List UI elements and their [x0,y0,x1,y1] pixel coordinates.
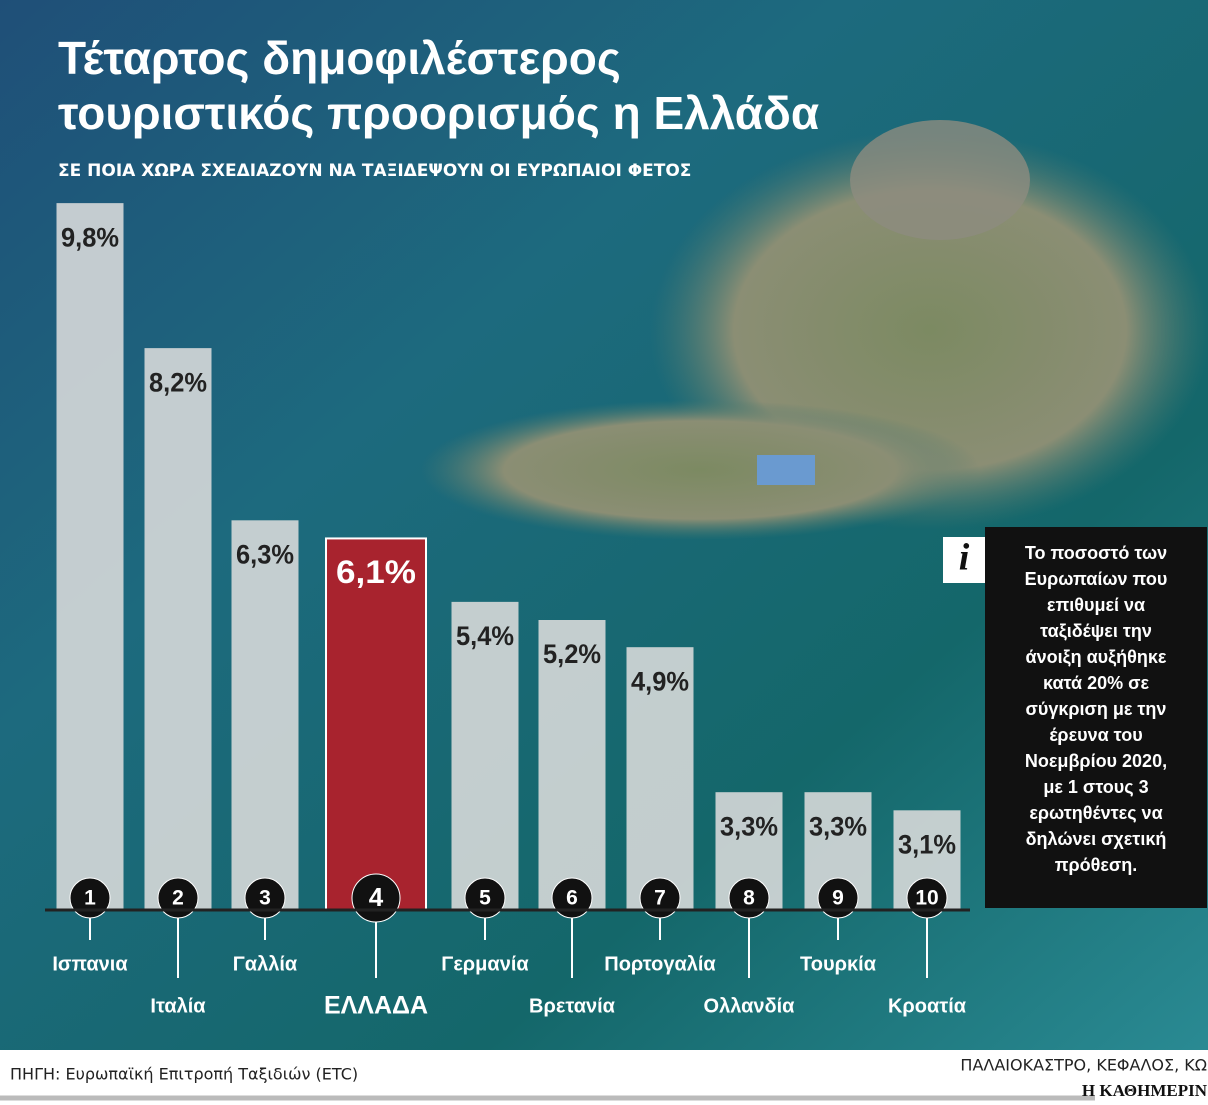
info-line: επιθυμεί να [1047,595,1145,615]
info-line: Νοεμβρίου 2020, [1025,751,1167,771]
bar [538,620,606,910]
subtitle: ΣΕ ΠΟΙΑ ΧΩΡΑ ΣΧΕΔΙΑΖΟΥΝ ΝΑ ΤΑΞΙΔΕΨΟΥΝ ΟΙ… [58,161,691,181]
value-label: 8,2% [149,367,207,397]
category-label: Ολλανδία [704,995,796,1017]
rank-label: 5 [479,887,491,910]
category-label: Γαλλία [233,953,298,975]
photo-island [420,400,980,540]
rank-badge [728,877,770,919]
source: ΠΗΓΗ: Ευρωπαϊκή Επιτροπή Ταξιδιών (ETC) [10,1065,358,1084]
info-line: με 1 στους 3 [1043,777,1148,797]
bar [325,537,427,911]
photo-caption: ΠΑΛΑΙΟΚΑΣΤΡΟ, ΚΕΦΑΛΟΣ, ΚΩ [960,1056,1207,1075]
info-icon-box [943,537,985,583]
rank-badge [906,877,948,919]
rank-label: 10 [915,887,938,910]
rank-label: 6 [566,887,578,910]
category-label: ΕΛΛΑΔΑ [324,992,428,1020]
category-label: Πορτογαλία [604,953,716,975]
value-label: 5,4% [456,621,514,651]
rank-label: 2 [172,887,184,910]
category-label: Κροατία [888,995,967,1017]
value-label: 3,3% [809,811,867,841]
rank-label: 3 [259,887,271,910]
bar [56,203,124,910]
title: Τέταρτος δημοφιλέστερος [58,32,621,84]
rank-badge [157,877,199,919]
info-line: Το ποσοστό των [1025,543,1167,563]
info-line: κατά 20% σε [1043,673,1149,693]
rank-badge [69,877,111,919]
category-label: Ιταλία [150,995,206,1017]
bar [231,520,299,910]
info-line: πρόθεση. [1055,855,1138,875]
info-line: δηλώνει σχετική [1026,829,1167,849]
category-label: Τουρκία [800,953,877,975]
bar [144,348,212,910]
rank-label: 8 [743,887,755,910]
info-line: ταξιδέψει την [1040,621,1152,642]
rank-badge [639,877,681,919]
bar [626,647,694,910]
rank-badge [244,877,286,919]
info-box [985,527,1207,908]
info-text: Το ποσοστό των Ευρωπαίων που επιθυμεί να τα… [1025,543,1168,875]
info-line: έρευνα του [1049,725,1142,745]
value-label: 6,1% [336,554,416,590]
rank-label: 9 [832,887,844,910]
value-label: 5,2% [543,639,601,669]
value-label: 3,3% [720,811,778,841]
rank-label: 4 [369,882,384,912]
bar [451,601,519,910]
info-line: σύγκριση με την [1026,699,1167,719]
brand: Η ΚΑΘΗΜΕΡΙΝ [1082,1081,1208,1100]
category-label: Ισπανια [52,953,128,975]
value-label: 9,8% [61,222,119,252]
info-line: ερωτηθέντες να [1029,803,1162,823]
value-label: 6,3% [236,539,294,569]
rank-badge [817,877,859,919]
rank-label: 7 [654,887,666,910]
info-line: Ευρωπαίων που [1025,569,1168,589]
rank-badge [464,877,506,919]
rank-label: 1 [84,887,96,910]
category-label: Βρετανία [529,995,616,1017]
info-line: άνοιξη αυξήθηκε [1026,647,1167,668]
value-label: 3,1% [898,829,956,859]
photo-rock [850,120,1030,240]
photo-chapel [757,455,815,485]
category-label: Γερμανία [441,953,529,975]
info-icon: i [959,537,970,579]
rank-badge [551,877,593,919]
value-label: 4,9% [631,666,689,696]
title: τουριστικός προορισμός η Ελλάδα [58,87,819,139]
